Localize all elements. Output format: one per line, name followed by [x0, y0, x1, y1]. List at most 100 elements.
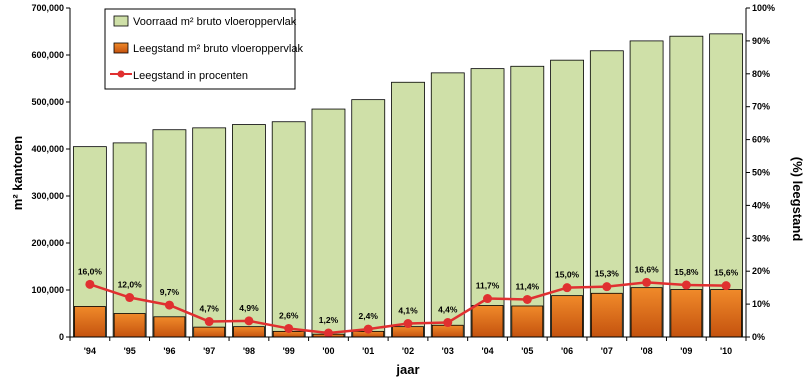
x-tick-label: '06 [561, 346, 573, 356]
stock-bar [192, 127, 227, 338]
percent-data-label: 15,3% [595, 269, 620, 279]
percent-data-label: 11,7% [476, 281, 500, 291]
x-tick-label: '08 [641, 346, 653, 356]
y2-tick-label: 60% [752, 135, 770, 145]
x-tick-label: '09 [680, 346, 692, 356]
y2-tick-label: 90% [752, 36, 770, 46]
y2-tick-label: 0% [752, 332, 765, 342]
x-tick-label: '00 [322, 346, 334, 356]
percent-marker [403, 319, 413, 329]
y2-axis-title: (%) leegstand [790, 157, 805, 242]
percent-marker [125, 293, 135, 303]
y2-tick-label: 20% [752, 266, 770, 276]
percent-data-label: 4,1% [398, 306, 418, 316]
y-tick-label: 400,000 [31, 144, 64, 154]
y-tick-label: 200,000 [31, 238, 64, 248]
legend: Voorraad m² bruto vloeroppervlak Leegsta… [104, 8, 303, 90]
tick-labels: 0 100,000 200,000 300,000 400,000 500,000 600,… [31, 3, 775, 356]
stock-bar [510, 65, 545, 338]
percent-data-label: 4,4% [438, 305, 458, 315]
y-tick-label: 700,000 [31, 3, 64, 13]
y2-tick-label: 30% [752, 233, 770, 243]
x-tick-label: '96 [163, 346, 175, 356]
legend-label-stock: Voorraad m² bruto vloeroppervlak [133, 16, 297, 28]
percent-marker [244, 316, 254, 326]
percent-marker [323, 328, 333, 338]
y-tick-label: 0 [59, 332, 64, 342]
legend-box [104, 8, 296, 90]
percent-data-label: 4,7% [199, 304, 219, 314]
percent-data-label: 16,6% [635, 264, 660, 274]
legend-swatch-vacancy [113, 42, 129, 54]
percent-marker [284, 323, 294, 333]
y2-tick-label: 80% [752, 69, 770, 79]
stock-bar [112, 142, 147, 338]
percent-data-label: 12,0% [118, 280, 143, 290]
x-tick-label: '07 [601, 346, 613, 356]
vacancy-bar [511, 305, 544, 338]
percent-marker [363, 324, 373, 334]
percent-marker [681, 280, 691, 290]
x-tick-label: '99 [283, 346, 295, 356]
x-tick-label: '01 [362, 346, 374, 356]
x-axis-title: jaar [395, 362, 419, 377]
percent-marker [721, 281, 731, 291]
x-tick-label: '10 [720, 346, 732, 356]
stock-bar [430, 72, 465, 338]
percent-data-label: 15,0% [555, 270, 580, 280]
x-tick-label: '03 [442, 346, 454, 356]
y2-tick-label: 10% [752, 299, 770, 309]
stock-bar [470, 68, 505, 338]
percent-data-label: 2,6% [279, 310, 299, 320]
legend-label-vacancy: Leegstand m² bruto vloeroppervlak [133, 43, 303, 55]
vacancy-bar [153, 316, 186, 338]
vacancy-percent-line [85, 277, 731, 338]
y2-tick-label: 40% [752, 200, 770, 210]
percent-marker [443, 318, 453, 328]
stock-bar [391, 81, 425, 338]
y2-tick-label: 70% [752, 102, 770, 112]
vacancy-bar [233, 326, 265, 338]
x-tick-label: '04 [481, 346, 493, 356]
percent-marker [164, 300, 174, 310]
x-tick-label: '94 [84, 346, 96, 356]
x-tick-label: '97 [203, 346, 215, 356]
x-tick-label: '95 [124, 346, 136, 356]
vacancy-bar [471, 305, 504, 338]
vacancy-bar [630, 287, 663, 338]
percent-marker [522, 294, 532, 304]
legend-swatch-stock [113, 15, 129, 27]
percent-data-label: 9,7% [160, 287, 180, 297]
y-tick-label: 500,000 [31, 97, 64, 107]
percent-marker [642, 277, 652, 287]
percent-marker [562, 283, 572, 293]
vacancy-bar [193, 326, 226, 338]
y-tick-label: 600,000 [31, 50, 64, 60]
percent-data-label: 11,4% [515, 281, 539, 291]
percent-data-label: 16,0% [78, 266, 103, 276]
stock-bar [72, 146, 107, 338]
vacancy-bar [670, 289, 703, 338]
y-tick-label: 100,000 [31, 285, 64, 295]
vacancy-bar [710, 289, 743, 338]
stock-bar [351, 99, 386, 338]
percent-marker [483, 294, 493, 304]
vacancy-bar [73, 306, 106, 338]
percent-data-label: 1,2% [319, 315, 339, 325]
vacancy-bar [113, 313, 146, 338]
vacancy-bar [551, 295, 583, 338]
stock-bar [311, 108, 346, 338]
x-tick-label: '98 [243, 346, 255, 356]
percent-marker [204, 317, 214, 327]
y-tick-label: 300,000 [31, 191, 64, 201]
vacancy-bar [392, 326, 424, 338]
stock-bar [271, 121, 306, 338]
x-tick-label: '05 [521, 346, 533, 356]
y2-tick-label: 100% [752, 3, 775, 13]
percent-data-label: 2,4% [359, 311, 379, 321]
percent-data-label: 4,9% [239, 303, 259, 313]
vacancy-bar [590, 292, 623, 338]
x-tick-label: '02 [402, 346, 414, 356]
legend-swatch-percent-marker [117, 70, 125, 78]
